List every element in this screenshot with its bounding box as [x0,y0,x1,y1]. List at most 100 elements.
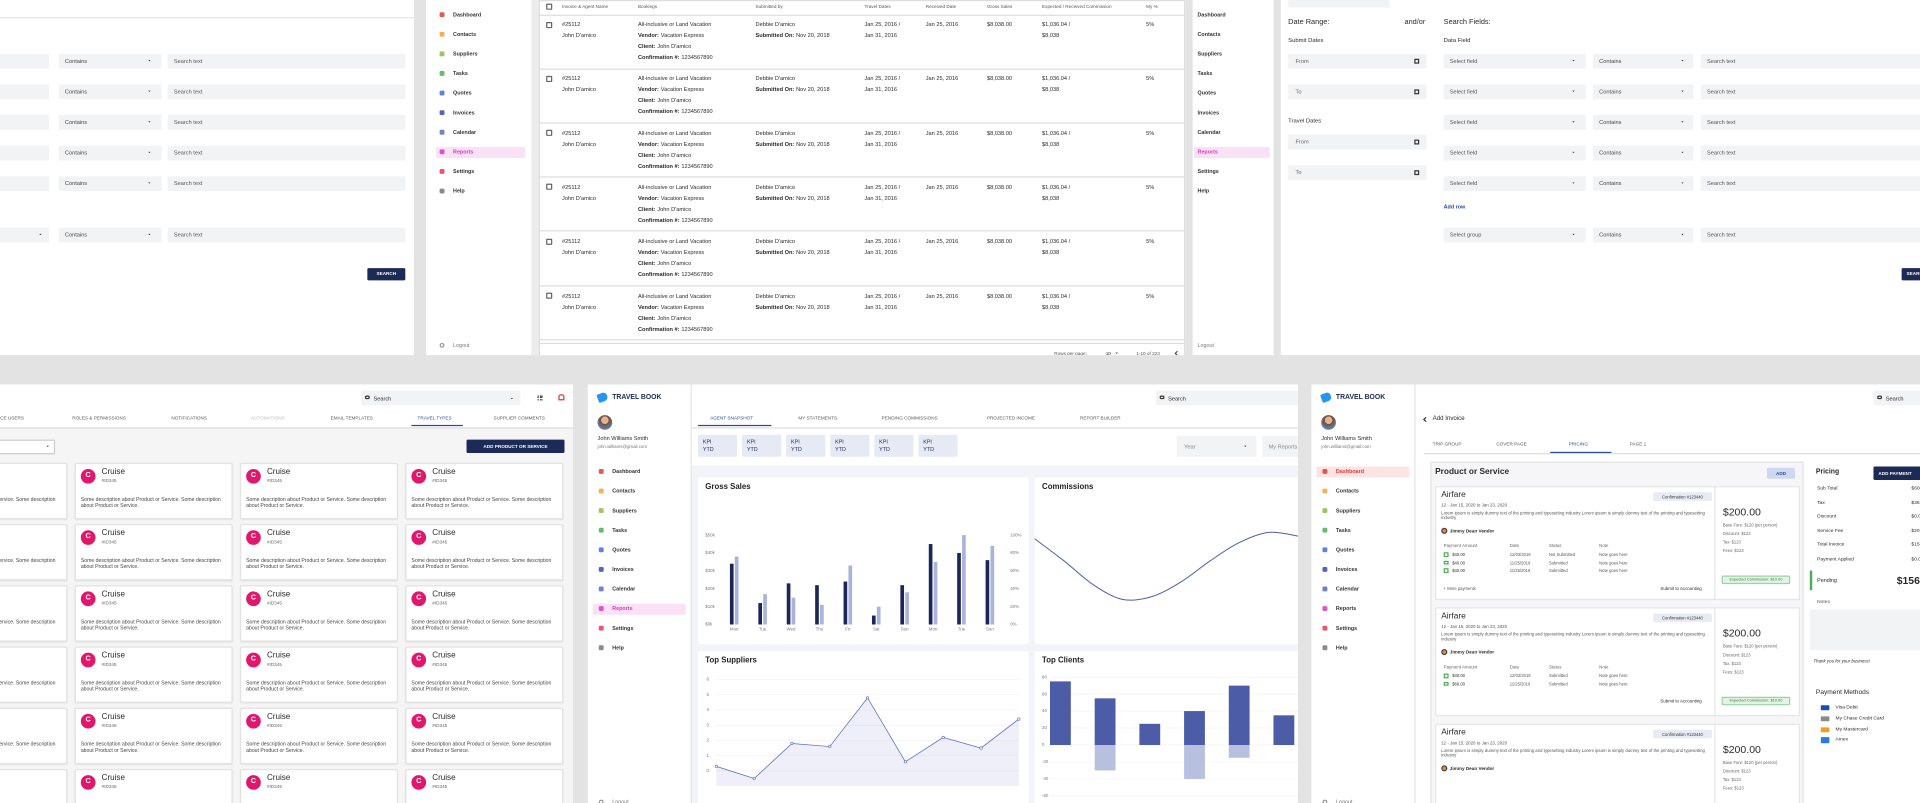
bar [985,560,990,625]
y-tick-label: -40 [1042,776,1049,781]
card-initial: C [416,655,422,663]
card-title: Cruise [101,712,125,722]
card-avatar [411,468,427,484]
y-tick-label: $20k [705,586,715,591]
label: John D'amico [562,303,596,310]
confirmation-badge [1653,613,1712,623]
card-avatar [411,652,427,668]
kpi-box [874,434,914,457]
tab: TRIP GROUP [1432,441,1462,447]
caret [1681,152,1684,154]
item-card [1435,723,1801,803]
card [0,768,68,803]
label: #25112 [562,129,581,136]
card-title: Cruise [266,651,291,661]
kpi-period: YTD [835,446,846,453]
menu-item: Contacts [453,31,477,38]
payment-icon [1443,568,1448,573]
placeholder: Search text [1706,149,1736,156]
y-tick-label: $10k [705,604,715,609]
search-placeholder: Search [1885,395,1904,402]
apps-icon [541,399,543,401]
card-id: #ID345 [266,600,282,606]
user-email: john.williams@gmail.com [597,444,648,450]
point [752,776,756,781]
label: #25112 [562,292,581,299]
operator-select [58,115,162,130]
table-card [538,0,1186,356]
payment-header: Date [1509,543,1520,549]
point [941,735,945,739]
chart-title: Gross Sales [705,482,751,492]
card [405,768,564,803]
field: Select field [1449,180,1478,187]
text-part: Vacation Express [660,303,705,310]
card-initial: C [416,778,422,786]
operator: Contains [1599,88,1622,95]
menu-item: Dashboard [1197,11,1226,18]
card-description: Some description about Product or Servic… [0,679,56,686]
field-select [1443,53,1586,69]
vendor: Jimmy Dean Vendor [1449,528,1495,533]
payment-header: Payment Amount [1443,664,1478,670]
date-input [1288,53,1427,69]
logout: Logout [612,798,629,803]
active-tab-underline [697,424,772,426]
year-select-label: Year [1184,442,1196,450]
label: #25112 [562,238,581,245]
tab: AGENT SNAPSHOT [710,415,754,421]
kpi-label: KPI [923,438,932,445]
menu-icon [439,51,445,57]
text-part: 1234567890 [681,325,713,332]
text-part: 1234567890 [681,271,713,278]
label: Jan 25, 2016 / [864,75,901,82]
caret [1572,234,1575,236]
placeholder: Search text [173,149,203,156]
label-line: Vendor: Vacation Express [638,141,706,148]
operator-select [58,53,162,69]
label: $8,038.00 [986,292,1012,299]
menu-item: Tasks [453,70,468,77]
y-tick-label: -60 [1042,793,1049,798]
caret [1244,445,1247,447]
kpi-period: YTD [923,446,935,453]
menu-item: Quotes [1335,546,1355,553]
menu-item: Dashboard [453,11,482,18]
placeholder: Search text [1706,57,1736,64]
menu-icon [439,31,445,37]
card [240,768,398,803]
card-id: #ID345 [432,478,448,484]
price-detail: Discount: $123 [1722,768,1751,774]
menu-icon [439,129,445,135]
kpi-period: YTD [746,446,758,453]
field: Select group [1449,231,1482,238]
card-description: Some description about Product or Servic… [0,495,56,503]
logout: Logout [453,342,470,349]
commission-badge [1721,575,1791,585]
search-input [167,84,406,100]
label: $1,036.04 / [1042,292,1071,299]
label: All-inclusive or Land Vacation [637,21,712,28]
chart-title: Commissions [1042,482,1094,492]
x-tick-label: Thu [816,627,824,632]
payment-status: Submitted [1548,560,1568,566]
card-title: Cruise [432,712,456,722]
field: Select field [1449,88,1478,95]
operator: Contains [1599,180,1622,187]
payment-status: Submitted [1548,681,1568,687]
point [866,696,870,700]
card [0,524,68,581]
active-menu-bg [592,603,686,615]
caret [39,234,42,236]
pricing-value: $156.00 [1911,541,1920,548]
card-description: Some description about Product or Servic… [411,679,552,693]
menu-item: Suppliers [453,50,478,57]
menu-item: Suppliers [612,507,637,514]
label-line: Client: John D'amico [638,314,693,321]
payment-note: Note goes here [1599,552,1628,558]
price-detail: Base Fare: $120 (per person) [1722,760,1778,766]
label: Jan 25, 2016 [925,238,959,245]
price-detail: Discount: $123 [1722,531,1751,537]
price-detail: Discount: $123 [1722,652,1751,658]
caret [1572,121,1575,123]
